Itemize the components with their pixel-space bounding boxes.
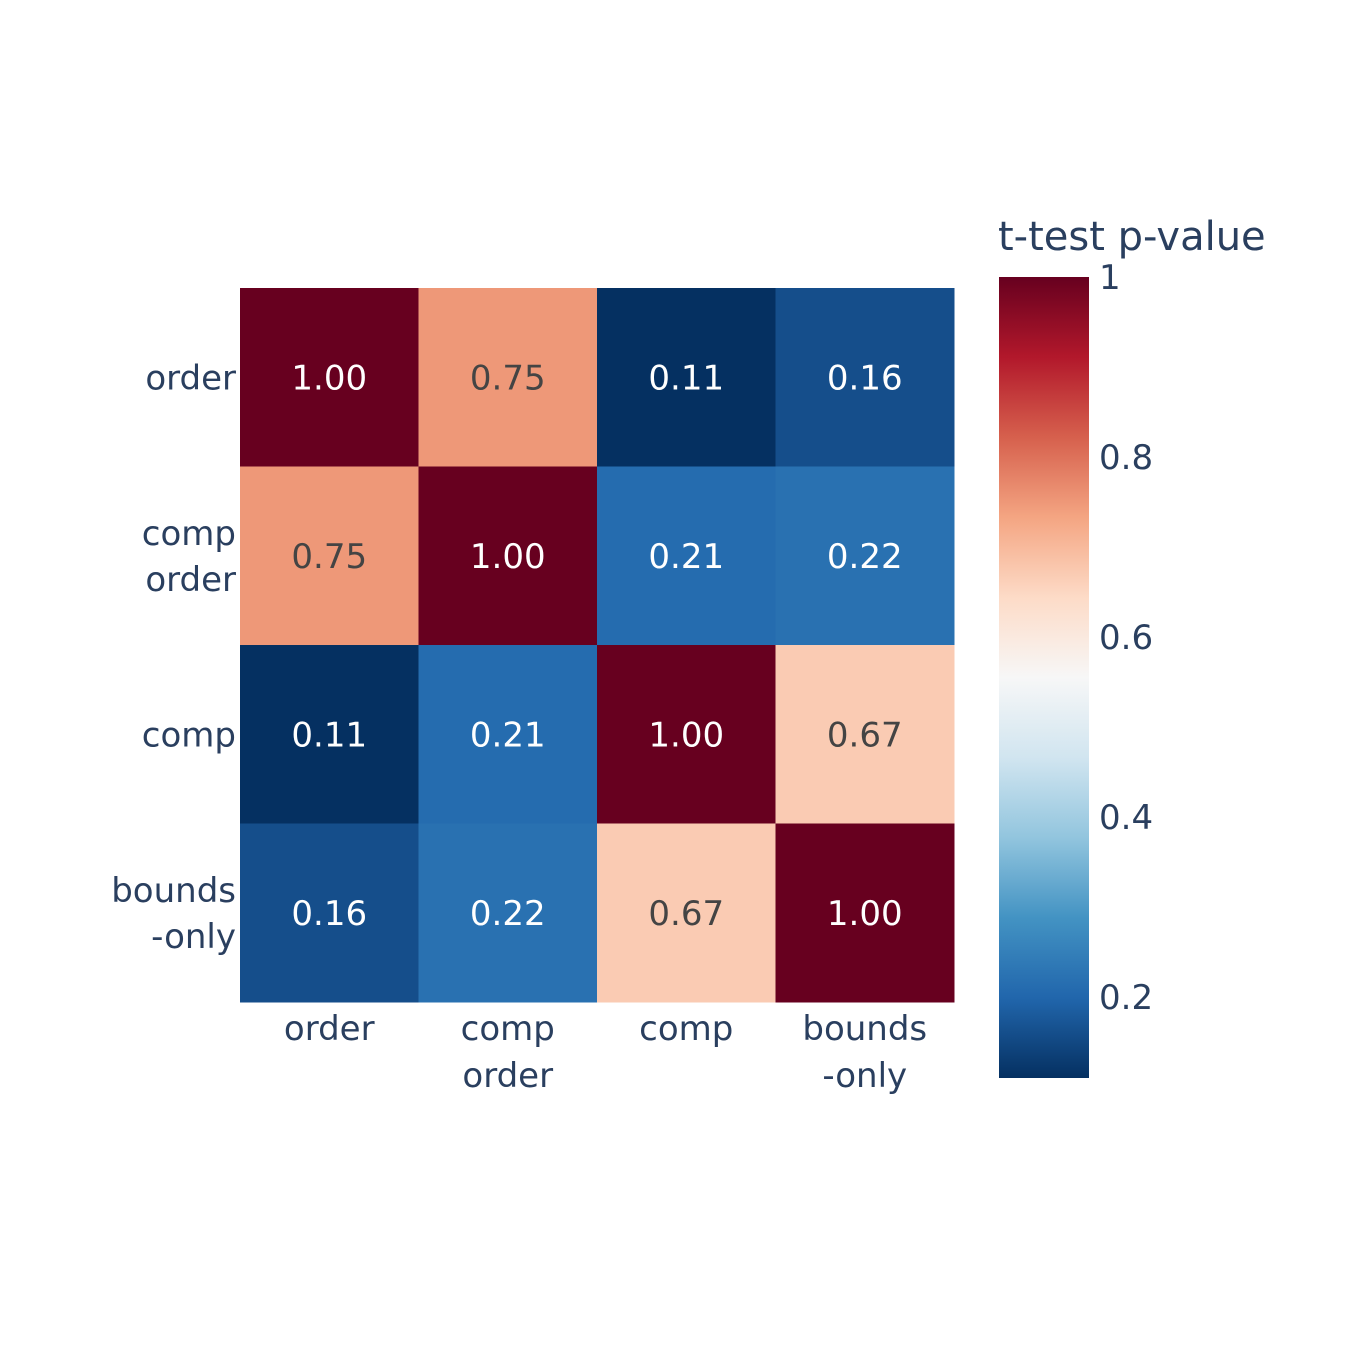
heatmap-cell-label: 0.22 [470, 894, 546, 934]
heatmap-cells [240, 288, 955, 1003]
heatmap-cell-label: 1.00 [827, 894, 903, 934]
colorbar-tick-label: 0.4 [1099, 798, 1153, 838]
heatmap-cell-label: 0.67 [827, 715, 903, 755]
heatmap-cell-label: 0.75 [291, 537, 367, 577]
heatmap-cell [418, 645, 598, 824]
heatmap-cell [418, 466, 598, 646]
heatmap-cell-label: 1.00 [291, 358, 367, 398]
heatmap-cell [775, 288, 955, 467]
colorbar-tick-labels: 1 0.8 0.6 0.4 0.2 [1099, 258, 1153, 1018]
y-axis-tick-label: order [145, 358, 236, 398]
colorbar-title: t-test p-value [998, 214, 1266, 260]
heatmap-cell-label: 0.11 [291, 715, 367, 755]
heatmap-cell [418, 823, 598, 1003]
heatmap-cell [240, 288, 419, 467]
heatmap-cell [775, 466, 955, 646]
x-axis-tick-label: order [284, 1009, 375, 1049]
x-axis-tick-label: comp [461, 1009, 555, 1049]
heatmap-cell [240, 823, 419, 1003]
heatmap-cell [775, 823, 955, 1003]
heatmap-cell-label: 0.16 [827, 358, 903, 398]
y-axis-tick-label: -only [151, 917, 236, 957]
colorbar-tick-label: 1 [1099, 258, 1121, 298]
x-axis-tick-label: bounds [802, 1009, 927, 1049]
heatmap-cell-label: 0.21 [470, 715, 546, 755]
x-axis-tick-label: comp [639, 1009, 733, 1049]
y-axis-tick-label: bounds [111, 871, 236, 911]
heatmap-cell-label: 0.21 [648, 537, 724, 577]
heatmap-cell [597, 823, 776, 1003]
y-axis-tick-labels: order comp order comp bounds -only [111, 358, 236, 957]
heatmap-cell-label: 1.00 [648, 715, 724, 755]
heatmap-cell [597, 645, 776, 824]
heatmap-cell-label: 0.75 [470, 358, 546, 398]
heatmap-cell [418, 288, 598, 467]
colorbar-tick-label: 0.2 [1099, 978, 1153, 1018]
heatmap-cell [597, 288, 776, 467]
x-axis-tick-label: -only [822, 1056, 907, 1096]
y-axis-tick-label: order [145, 560, 236, 600]
heatmap-cell [240, 645, 419, 824]
heatmap-cell-label: 1.00 [470, 537, 546, 577]
heatmap-cell [775, 645, 955, 824]
heatmap-cell [597, 466, 776, 646]
heatmap-cell-label: 0.67 [648, 894, 724, 934]
heatmap-cell [240, 466, 419, 646]
heatmap-cell-labels: 1.00 0.75 0.11 0.16 0.75 1.00 0.21 0.22 0.11 0.21… [291, 358, 902, 934]
x-axis-tick-label: order [462, 1056, 553, 1096]
colorbar: t-test p-value 1 0.8 0.6 0.4 0.2 [998, 214, 1266, 1078]
colorbar-tick-label: 0.6 [1099, 618, 1153, 658]
heatmap-cell-label: 0.22 [827, 537, 903, 577]
y-axis-tick-label: comp [142, 514, 236, 554]
colorbar-tick-label: 0.8 [1099, 438, 1153, 478]
colorbar-gradient [999, 277, 1089, 1078]
x-axis-tick-labels: order comp order comp bounds -only [284, 1009, 927, 1096]
heatmap-cell-label: 0.16 [291, 894, 367, 934]
heatmap-cell-label: 0.11 [648, 358, 724, 398]
y-axis-tick-label: comp [142, 715, 236, 755]
